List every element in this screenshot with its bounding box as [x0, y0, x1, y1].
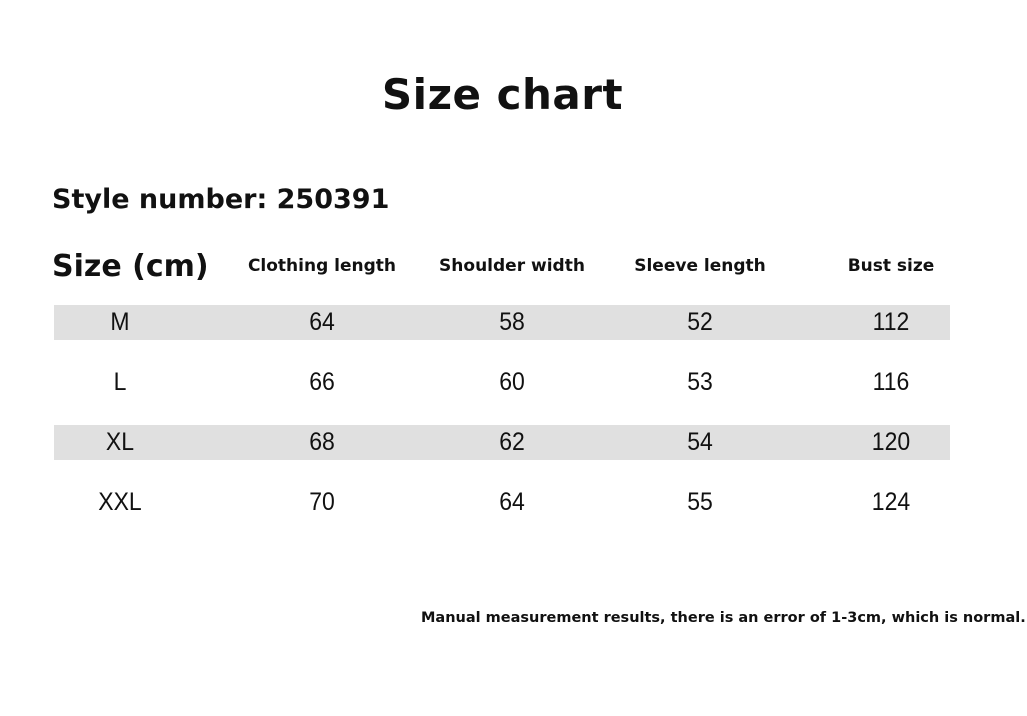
table-cell: 112 [872, 308, 910, 336]
table-cell: 116 [872, 368, 910, 396]
table-cell: 124 [871, 488, 911, 516]
column-header: Clothing length [247, 256, 397, 276]
page-title: Size chart [381, 70, 624, 119]
row-band [54, 425, 950, 460]
column-header: Shoulder width [439, 256, 585, 276]
size-label: L [113, 368, 127, 396]
measurement-note: Manual measurement results, there is an … [421, 610, 1026, 626]
style-number: Style number: 250391 [52, 184, 390, 215]
row-band [54, 305, 950, 340]
table-cell: 120 [871, 428, 911, 456]
table-cell: 64 [499, 488, 525, 516]
column-header: Bust size [847, 256, 935, 276]
table-cell: 66 [309, 368, 335, 396]
table-cell: 58 [499, 308, 525, 336]
column-header: Sleeve length [634, 256, 766, 276]
table-cell: 54 [687, 428, 713, 456]
table-cell: 55 [687, 488, 713, 516]
table-cell: 64 [309, 308, 335, 336]
size-label: XXL [98, 488, 142, 516]
column-header: Size (cm) [52, 248, 209, 284]
table-cell: 60 [499, 368, 525, 396]
size-label: M [110, 308, 130, 336]
table-cell: 53 [687, 368, 713, 396]
table-cell: 70 [309, 488, 335, 516]
table-cell: 62 [499, 428, 525, 456]
table-cell: 52 [687, 308, 713, 336]
size-label: XL [105, 428, 135, 456]
table-cell: 68 [309, 428, 335, 456]
